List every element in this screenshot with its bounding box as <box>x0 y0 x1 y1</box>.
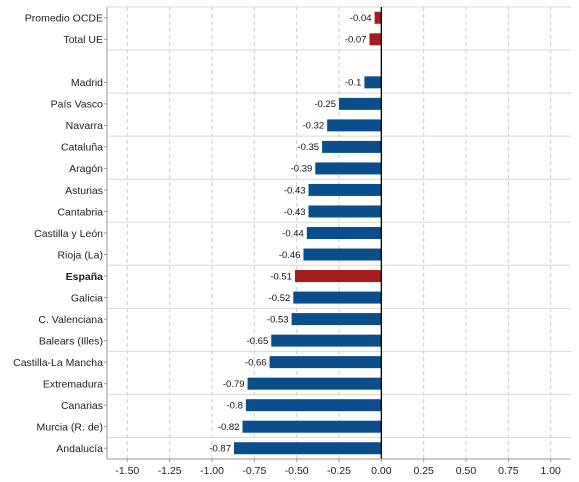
bar-castilla-y-leon <box>306 227 382 239</box>
category-label-galicia: Galicia <box>71 292 103 304</box>
value-label-extremadura: -0.79 <box>223 379 245 390</box>
x-tick-label--1.25: -1.25 <box>158 465 182 477</box>
value-label-murcia-r-de: -0.82 <box>218 422 240 433</box>
value-label-promedio-ocde: -0.04 <box>350 13 372 24</box>
category-label-cantabria: Cantabria <box>57 206 103 218</box>
value-label-pais-vasco: -0.25 <box>314 99 336 110</box>
value-label-galicia: -0.52 <box>269 293 291 304</box>
axes <box>104 7 571 462</box>
category-label-andalucia: Andalucía <box>56 443 103 455</box>
category-label-promedio-ocde: Promedio OCDE <box>25 13 103 25</box>
bar-aragon <box>315 162 382 175</box>
value-label-c-valenciana: -0.53 <box>267 314 289 325</box>
bar-balears-illes <box>271 334 382 347</box>
bars <box>234 11 382 455</box>
value-labels: -0.04 -0.07 -0.1 -0.25 -0.32 -0.35 -0.39 -0.43 -… <box>209 13 371 454</box>
bar-espana <box>294 270 382 283</box>
bar-c-valenciana <box>291 313 382 326</box>
bar-rioja-la <box>303 248 382 261</box>
value-label-balears-illes: -0.65 <box>247 336 269 347</box>
x-tick-labels: -1.50 -1.25 -1.00 -0.75 -0.50 -0.25 0.00 0.25 0.… <box>115 465 561 477</box>
category-label-canarias: Canarias <box>61 400 103 412</box>
row-separators <box>107 6 571 438</box>
x-tick-label--1.00: -1.00 <box>200 465 224 477</box>
value-label-canarias: -0.8 <box>226 400 242 411</box>
bar-cantabria <box>308 205 382 218</box>
category-label-madrid: Madrid <box>71 77 103 89</box>
category-label-total-ue: Total UE <box>63 34 103 46</box>
x-tick-label-0.00: 0.00 <box>371 465 392 477</box>
category-label-c-valenciana: C. Valenciana <box>38 314 103 326</box>
bar-madrid <box>364 76 382 89</box>
bar-navarra <box>327 119 382 132</box>
value-label-navarra: -0.32 <box>302 121 324 132</box>
category-labels: Promedio OCDE Total UE Madrid País Vasco Nav… <box>13 13 103 455</box>
x-tick-label--0.75: -0.75 <box>242 465 266 477</box>
x-tick-label-0.50: 0.50 <box>456 465 477 477</box>
category-label-balears-illes: Balears (Illes) <box>39 335 103 347</box>
category-label-asturias: Asturias <box>65 185 103 197</box>
x-tick-label-1.00: 1.00 <box>540 465 561 477</box>
bar-total-ue <box>369 33 382 46</box>
bar-andalucia <box>234 442 382 455</box>
bar-pais-vasco <box>339 97 382 110</box>
bar-asturias <box>308 183 382 196</box>
value-label-rioja-la: -0.46 <box>279 250 301 261</box>
bar-canarias <box>245 399 382 412</box>
x-tick-label--0.50: -0.50 <box>285 465 309 477</box>
category-label-castilla-y-leon: Castilla y León <box>34 228 103 240</box>
bar-castilla-la-mancha <box>269 356 382 369</box>
category-label-castilla-la-mancha: Castilla-La Mancha <box>13 357 103 369</box>
value-label-castilla-la-mancha: -0.66 <box>245 357 267 368</box>
x-tick-label-0.75: 0.75 <box>498 465 519 477</box>
value-label-espana: -0.51 <box>270 271 292 282</box>
category-label-navarra: Navarra <box>66 120 104 132</box>
category-label-aragon: Aragón <box>69 163 103 175</box>
value-label-madrid: -0.1 <box>345 78 361 89</box>
bar-extremadura <box>247 377 382 390</box>
value-label-aragon: -0.39 <box>291 164 313 175</box>
bar-cataluna <box>322 140 382 153</box>
x-tick-label--0.25: -0.25 <box>327 465 351 477</box>
value-label-andalucia: -0.87 <box>209 444 231 455</box>
value-label-total-ue: -0.07 <box>345 35 367 46</box>
bar-promedio-ocde <box>374 11 382 24</box>
category-label-extremadura: Extremadura <box>43 378 103 390</box>
category-label-murcia-r-de: Murcia (R. de) <box>36 422 103 434</box>
bar-murcia-r-de <box>242 420 382 433</box>
category-label-pais-vasco: País Vasco <box>51 99 103 111</box>
value-label-asturias: -0.43 <box>284 185 306 196</box>
x-tick-label--1.50: -1.50 <box>115 465 139 477</box>
value-label-cantabria: -0.43 <box>284 207 306 218</box>
value-label-castilla-y-leon: -0.44 <box>282 228 304 239</box>
bar-galicia <box>293 291 382 304</box>
category-label-cataluna: Cataluña <box>61 142 103 154</box>
category-label-espana: España <box>66 271 104 283</box>
x-tick-label-0.25: 0.25 <box>413 465 434 477</box>
value-label-cataluna: -0.35 <box>297 142 319 153</box>
category-label-rioja-la: Rioja (La) <box>57 249 103 261</box>
